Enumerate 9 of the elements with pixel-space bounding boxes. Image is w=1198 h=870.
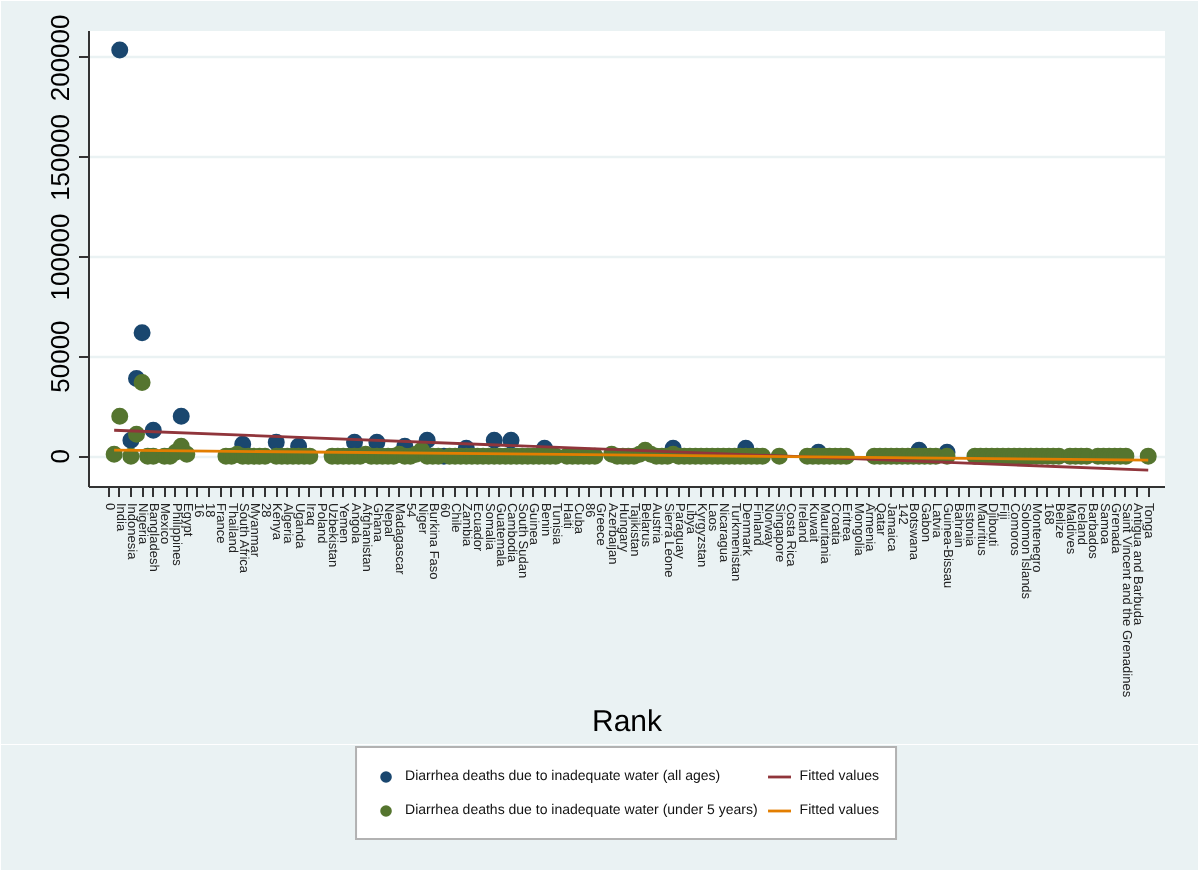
y-tick-label: 50000 <box>45 320 75 393</box>
y-tick-label: 100000 <box>45 213 75 301</box>
point <box>172 407 190 425</box>
y-tick-label: 150000 <box>45 114 75 201</box>
y-tick-label: 0 <box>45 448 75 464</box>
point <box>111 41 129 59</box>
x-axis-title: Rank <box>591 705 664 740</box>
point <box>133 324 151 342</box>
y-tick-label: 200000 <box>45 14 75 102</box>
